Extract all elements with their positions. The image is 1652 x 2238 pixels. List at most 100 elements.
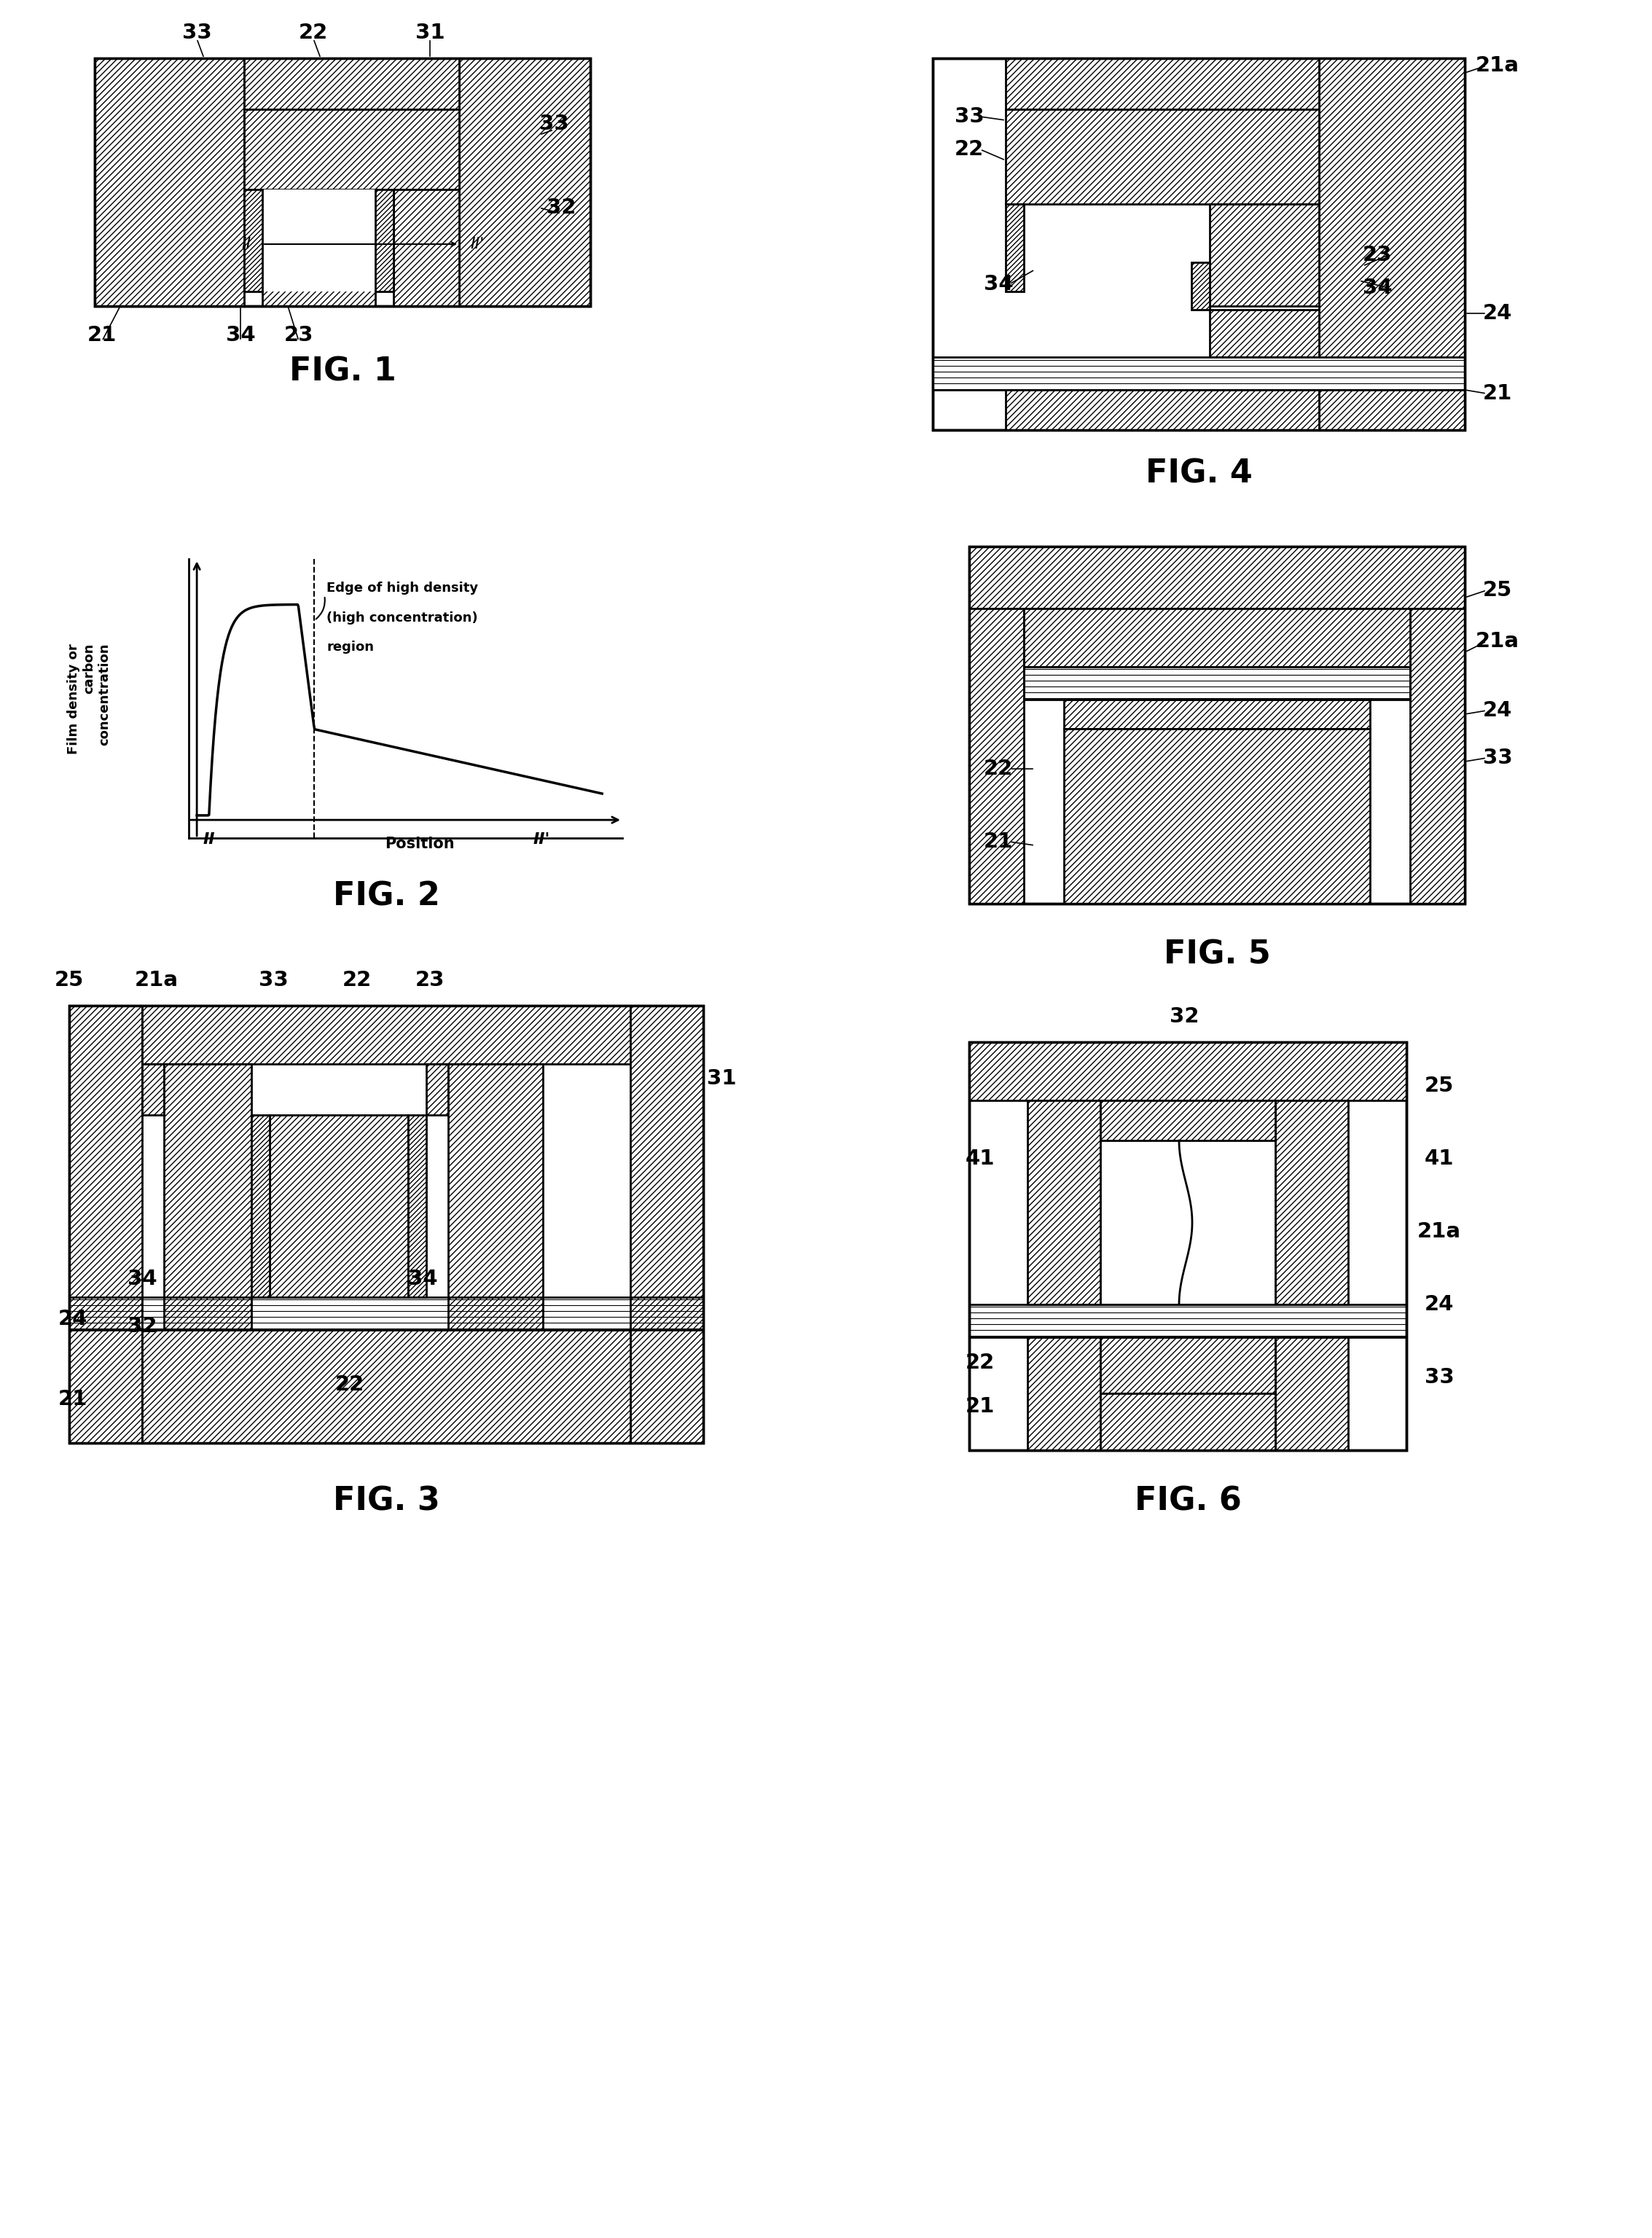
Bar: [1209, 309, 1318, 358]
Text: 33: 33: [539, 114, 568, 134]
Bar: [1006, 204, 1024, 291]
Bar: [933, 58, 1465, 430]
Bar: [970, 1305, 1406, 1338]
Bar: [1006, 58, 1318, 110]
Bar: [1100, 1394, 1275, 1450]
Bar: [94, 58, 590, 307]
Bar: [1006, 389, 1318, 430]
Bar: [244, 58, 459, 110]
Bar: [970, 546, 1465, 904]
Bar: [1191, 262, 1209, 309]
Text: FIG. 1: FIG. 1: [289, 356, 396, 387]
Text: FIG. 3: FIG. 3: [332, 1486, 439, 1517]
Text: 21: 21: [965, 1397, 995, 1417]
Text: 25: 25: [1483, 580, 1512, 600]
Text: 21a: 21a: [1417, 1222, 1460, 1242]
Text: 32: 32: [547, 197, 577, 217]
Bar: [970, 1043, 1406, 1101]
Text: 25: 25: [55, 969, 84, 991]
Bar: [1064, 730, 1370, 904]
Bar: [1028, 1101, 1100, 1305]
Text: 31: 31: [415, 22, 444, 43]
Text: FIG. 2: FIG. 2: [332, 882, 439, 913]
Bar: [69, 1005, 704, 1444]
Bar: [1024, 667, 1411, 700]
Bar: [69, 1005, 704, 1444]
Text: 33: 33: [258, 969, 287, 991]
Bar: [1411, 609, 1465, 904]
Bar: [142, 1063, 164, 1115]
Text: II': II': [471, 237, 484, 251]
Bar: [1275, 1101, 1348, 1305]
Text: II': II': [532, 833, 550, 846]
Text: 22: 22: [965, 1352, 995, 1372]
Text: II: II: [241, 237, 251, 251]
Text: 23: 23: [284, 325, 314, 345]
Bar: [94, 58, 590, 307]
Bar: [1209, 204, 1318, 307]
Text: 24: 24: [58, 1309, 88, 1329]
Bar: [69, 1298, 704, 1329]
Bar: [631, 1005, 704, 1444]
Text: 22: 22: [342, 969, 372, 991]
Bar: [393, 190, 459, 307]
Text: 23: 23: [415, 969, 444, 991]
Text: 21: 21: [1483, 383, 1512, 403]
Text: 21a: 21a: [1475, 631, 1520, 651]
Bar: [69, 1005, 142, 1444]
Text: FIG. 6: FIG. 6: [1135, 1486, 1241, 1517]
Bar: [970, 1043, 1406, 1450]
Text: 33: 33: [955, 107, 985, 128]
Bar: [933, 358, 1465, 389]
Text: 32: 32: [1170, 1007, 1199, 1027]
Bar: [269, 1115, 408, 1298]
Bar: [94, 58, 244, 307]
Text: 21: 21: [983, 833, 1013, 853]
Bar: [263, 190, 375, 291]
Bar: [933, 58, 1465, 430]
Text: 34: 34: [1363, 278, 1393, 298]
Bar: [1064, 700, 1370, 730]
Text: 34: 34: [408, 1269, 438, 1289]
Bar: [1100, 1101, 1275, 1141]
Text: 41: 41: [965, 1148, 995, 1168]
Bar: [142, 1329, 631, 1444]
Text: 22: 22: [335, 1374, 365, 1394]
Text: 31: 31: [707, 1068, 737, 1088]
Text: Edge of high density: Edge of high density: [327, 582, 477, 595]
Text: 22: 22: [983, 759, 1013, 779]
Text: 32: 32: [127, 1316, 157, 1336]
Text: 24: 24: [1483, 700, 1512, 721]
Bar: [1028, 1338, 1100, 1450]
Text: II: II: [203, 833, 215, 846]
Bar: [263, 219, 375, 307]
Bar: [970, 1043, 1406, 1450]
Bar: [1100, 1141, 1275, 1305]
Text: 22: 22: [299, 22, 329, 43]
Bar: [1100, 1338, 1275, 1394]
Bar: [448, 1063, 544, 1444]
Text: region: region: [327, 640, 373, 653]
Bar: [1275, 1338, 1348, 1450]
Bar: [1024, 609, 1411, 667]
Bar: [426, 1063, 448, 1115]
Text: 34: 34: [983, 273, 1013, 295]
Text: 33: 33: [1482, 747, 1512, 768]
Bar: [164, 1063, 251, 1444]
Bar: [251, 1115, 269, 1298]
Text: 22: 22: [955, 139, 985, 159]
Text: Position: Position: [385, 837, 454, 850]
Text: 21: 21: [88, 325, 117, 345]
Text: 23: 23: [1363, 244, 1393, 266]
Text: 21: 21: [58, 1390, 88, 1410]
Bar: [408, 1115, 426, 1298]
Text: 41: 41: [1424, 1148, 1454, 1168]
Text: 34: 34: [226, 325, 256, 345]
Bar: [459, 58, 590, 307]
Bar: [142, 1005, 704, 1063]
Bar: [970, 609, 1024, 904]
Text: 33: 33: [1424, 1367, 1454, 1388]
Text: 24: 24: [1424, 1294, 1454, 1314]
Text: FIG. 4: FIG. 4: [1145, 459, 1252, 490]
Text: 34: 34: [127, 1269, 157, 1289]
